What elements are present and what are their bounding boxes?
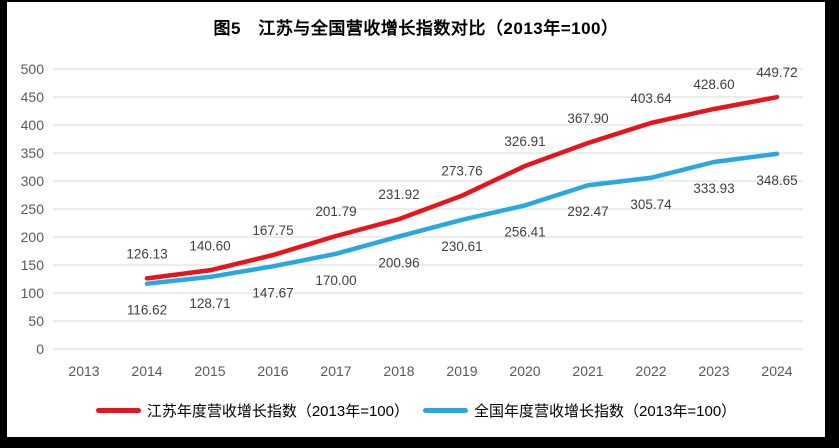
line-chart: 0 50 100 150 200 250 300 350 400 450 500 2013 2014 20… bbox=[21, 61, 803, 379]
data-point-label: 140.60 bbox=[189, 238, 230, 253]
data-point-label: 449.72 bbox=[756, 65, 797, 80]
data-point-label: 273.76 bbox=[441, 164, 482, 179]
y-axis-tick-label: 250 bbox=[21, 201, 45, 217]
x-axis-tick-label: 2019 bbox=[446, 363, 477, 379]
x-axis-tick-label: 2015 bbox=[194, 363, 225, 379]
data-point-label: 200.96 bbox=[378, 255, 419, 270]
y-axis-tick-label: 350 bbox=[21, 145, 45, 161]
data-point-label: 230.61 bbox=[441, 239, 482, 254]
legend-item-jiangsu: 江苏年度营收增长指数（2013年=100） bbox=[95, 400, 409, 421]
y-axis-tick-label: 0 bbox=[36, 341, 44, 357]
y-axis-tick-label: 400 bbox=[21, 117, 45, 133]
data-point-label: 231.92 bbox=[378, 187, 419, 202]
data-point-label: 428.60 bbox=[693, 77, 734, 92]
x-axis-tick-label: 2014 bbox=[131, 363, 162, 379]
y-axis-tick-label: 300 bbox=[21, 173, 45, 189]
x-axis-tick-label: 2016 bbox=[257, 363, 288, 379]
data-point-label: 292.47 bbox=[567, 204, 608, 219]
data-point-label: 305.74 bbox=[630, 197, 672, 212]
x-axis-tick-label: 2018 bbox=[383, 363, 414, 379]
series-line bbox=[144, 94, 780, 281]
data-point-label: 170.00 bbox=[315, 273, 356, 288]
data-point-label: 128.71 bbox=[189, 296, 230, 311]
chart-legend: 江苏年度营收增长指数（2013年=100） 全国年度营收增长指数（2013年=1… bbox=[7, 400, 825, 421]
series-line bbox=[144, 151, 780, 286]
x-axis-tick-label: 2021 bbox=[572, 363, 603, 379]
data-point-label: 201.79 bbox=[315, 204, 356, 219]
data-point-label: 367.90 bbox=[567, 111, 608, 126]
data-point-label: 126.13 bbox=[126, 246, 167, 261]
data-point-label: 116.62 bbox=[127, 303, 167, 318]
x-axis-tick-label: 2020 bbox=[509, 363, 540, 379]
national-line-swatch-icon bbox=[423, 408, 468, 413]
chart-title: 图5 江苏与全国营收增长指数对比（2013年=100） bbox=[213, 19, 619, 38]
data-point-label: 403.64 bbox=[630, 91, 672, 106]
data-point-label: 326.91 bbox=[504, 134, 545, 149]
legend-label-national: 全国年度营收增长指数（2013年=100） bbox=[474, 403, 737, 420]
x-axis-tick-label: 2023 bbox=[698, 363, 729, 379]
data-point-label: 167.75 bbox=[252, 223, 293, 238]
jiangsu-line-swatch-icon bbox=[95, 408, 141, 413]
data-point-label: 147.67 bbox=[252, 285, 293, 300]
chart-area: 图5 江苏与全国营收增长指数对比（2013年=100） 0 50 100 150 200… bbox=[7, 2, 825, 437]
y-axis-tick-label: 200 bbox=[21, 229, 45, 245]
legend-label-jiangsu: 江苏年度营收增长指数（2013年=100） bbox=[146, 403, 409, 420]
legend-item-national: 全国年度营收增长指数（2013年=100） bbox=[423, 400, 736, 421]
y-axis-tick-label: 100 bbox=[21, 285, 45, 301]
x-axis-tick-label: 2013 bbox=[68, 363, 99, 379]
y-axis-tick-label: 450 bbox=[21, 89, 45, 105]
data-point-label: 333.93 bbox=[693, 181, 734, 196]
data-point-label: 256.41 bbox=[504, 224, 545, 239]
x-axis-tick-label: 2022 bbox=[635, 363, 666, 379]
y-axis-tick-label: 500 bbox=[21, 61, 45, 77]
x-axis-tick-label: 2017 bbox=[320, 363, 351, 379]
x-axis-tick-label: 2024 bbox=[761, 363, 792, 379]
y-axis-tick-label: 150 bbox=[21, 257, 45, 273]
data-point-label: 348.65 bbox=[756, 173, 797, 188]
y-axis-tick-label: 50 bbox=[28, 313, 44, 329]
